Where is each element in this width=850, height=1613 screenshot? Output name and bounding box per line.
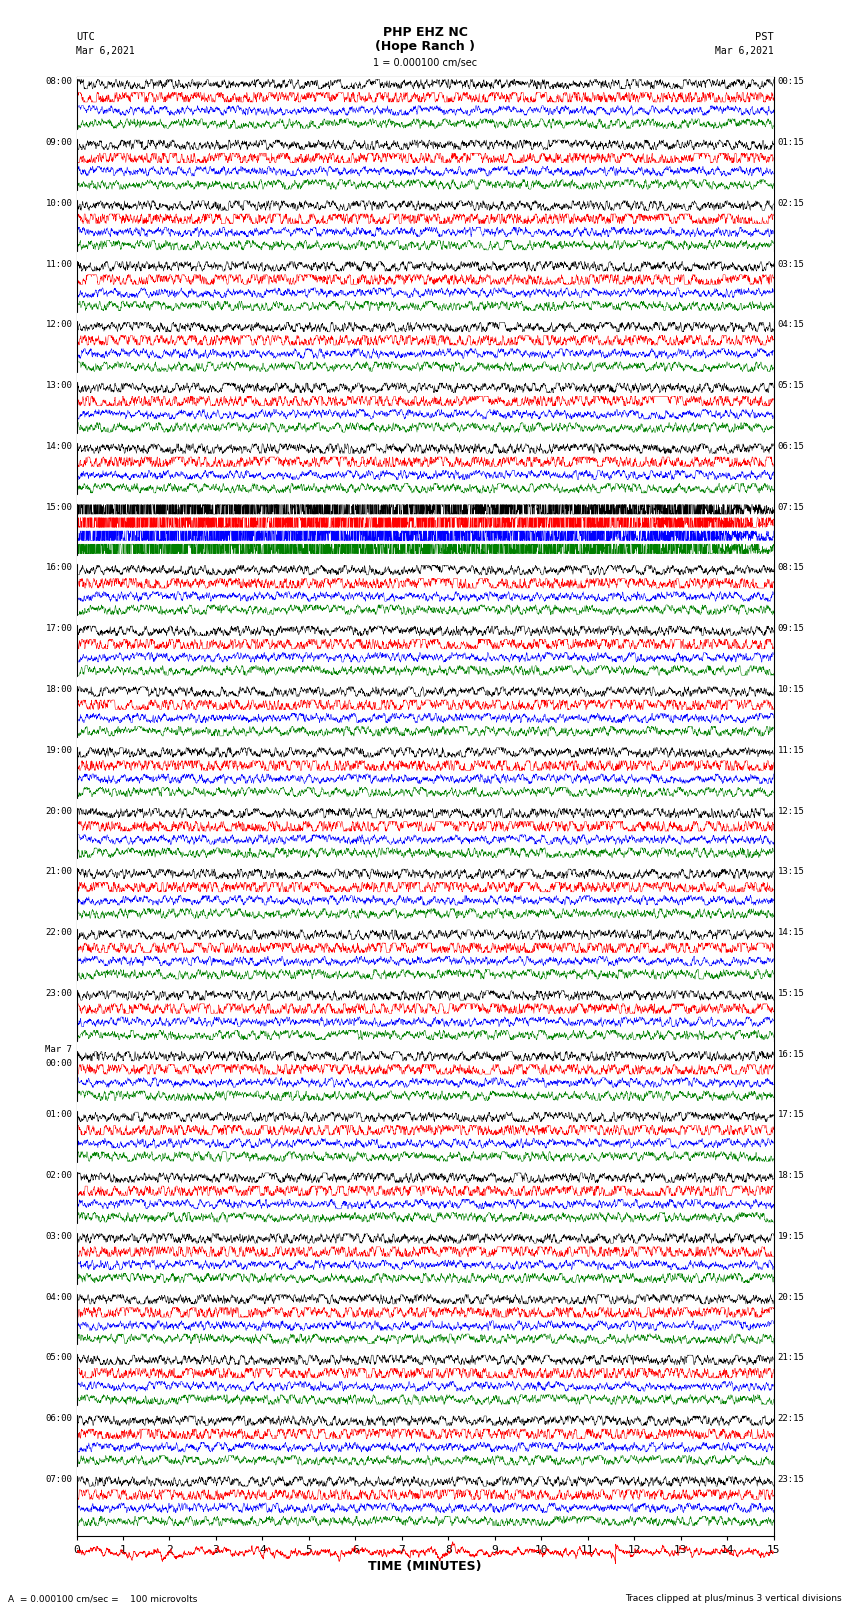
Text: 23:15: 23:15 <box>778 1474 805 1484</box>
Bar <box>76 1163 774 1171</box>
Text: 13:00: 13:00 <box>45 381 72 390</box>
Bar <box>76 434 774 442</box>
Text: 11:15: 11:15 <box>778 745 805 755</box>
Text: 13:15: 13:15 <box>778 868 805 876</box>
Text: Mar 7: Mar 7 <box>45 1045 72 1053</box>
Text: 14:00: 14:00 <box>45 442 72 452</box>
Text: 15:00: 15:00 <box>45 503 72 511</box>
Text: Mar 6,2021: Mar 6,2021 <box>76 47 135 56</box>
Bar <box>76 1102 774 1110</box>
Text: 16:00: 16:00 <box>45 563 72 573</box>
Text: PHP EHZ NC: PHP EHZ NC <box>382 26 468 39</box>
Text: 03:00: 03:00 <box>45 1232 72 1240</box>
Text: 08:00: 08:00 <box>45 77 72 87</box>
Bar <box>76 1407 774 1415</box>
Text: 03:15: 03:15 <box>778 260 805 269</box>
Text: 02:15: 02:15 <box>778 198 805 208</box>
Bar <box>76 860 774 868</box>
Text: 12:00: 12:00 <box>45 321 72 329</box>
Text: 10:00: 10:00 <box>45 198 72 208</box>
Text: UTC: UTC <box>76 32 95 42</box>
Text: 02:00: 02:00 <box>45 1171 72 1181</box>
Text: 12:15: 12:15 <box>778 806 805 816</box>
Text: 09:00: 09:00 <box>45 139 72 147</box>
Bar <box>76 677 774 686</box>
Bar <box>76 1345 774 1353</box>
Text: 22:00: 22:00 <box>45 927 72 937</box>
Text: 05:00: 05:00 <box>45 1353 72 1363</box>
Bar <box>76 919 774 927</box>
Text: A  = 0.000100 cm/sec =    100 microvolts: A = 0.000100 cm/sec = 100 microvolts <box>8 1594 198 1603</box>
Text: 18:15: 18:15 <box>778 1171 805 1181</box>
Bar <box>76 71 774 77</box>
Text: 09:15: 09:15 <box>778 624 805 634</box>
Text: 15:15: 15:15 <box>778 989 805 998</box>
Text: (Hope Ranch ): (Hope Ranch ) <box>375 40 475 53</box>
Text: 04:15: 04:15 <box>778 321 805 329</box>
Bar <box>76 555 774 563</box>
Bar <box>76 131 774 139</box>
Text: 21:00: 21:00 <box>45 868 72 876</box>
Text: 01:15: 01:15 <box>778 139 805 147</box>
Text: 19:15: 19:15 <box>778 1232 805 1240</box>
Text: 20:00: 20:00 <box>45 806 72 816</box>
Text: 10:15: 10:15 <box>778 686 805 694</box>
Text: 19:00: 19:00 <box>45 745 72 755</box>
Bar <box>76 1466 774 1474</box>
Text: 17:15: 17:15 <box>778 1110 805 1119</box>
Text: 22:15: 22:15 <box>778 1415 805 1423</box>
Bar <box>76 190 774 198</box>
Bar <box>76 313 774 321</box>
Bar <box>76 981 774 989</box>
Text: 11:00: 11:00 <box>45 260 72 269</box>
Bar <box>76 252 774 260</box>
Bar <box>76 1042 774 1050</box>
Bar <box>76 737 774 745</box>
Text: 01:00: 01:00 <box>45 1110 72 1119</box>
Bar <box>76 373 774 381</box>
Text: 05:15: 05:15 <box>778 381 805 390</box>
Text: 21:15: 21:15 <box>778 1353 805 1363</box>
Bar <box>76 616 774 624</box>
Text: 14:15: 14:15 <box>778 927 805 937</box>
Text: 00:15: 00:15 <box>778 77 805 87</box>
Text: 08:15: 08:15 <box>778 563 805 573</box>
Bar <box>76 1224 774 1232</box>
Text: 18:00: 18:00 <box>45 686 72 694</box>
Text: 06:15: 06:15 <box>778 442 805 452</box>
Text: 04:00: 04:00 <box>45 1292 72 1302</box>
Bar <box>76 495 774 503</box>
Text: 16:15: 16:15 <box>778 1050 805 1058</box>
Text: 23:00: 23:00 <box>45 989 72 998</box>
Text: Traces clipped at plus/minus 3 vertical divisions: Traces clipped at plus/minus 3 vertical … <box>625 1594 842 1603</box>
Text: Mar 6,2021: Mar 6,2021 <box>715 47 774 56</box>
Text: 00:00: 00:00 <box>45 1060 72 1068</box>
Text: 07:00: 07:00 <box>45 1474 72 1484</box>
Text: 1 = 0.000100 cm/sec: 1 = 0.000100 cm/sec <box>373 58 477 68</box>
Text: 20:15: 20:15 <box>778 1292 805 1302</box>
Text: PST: PST <box>755 32 774 42</box>
Bar <box>76 1284 774 1292</box>
Text: 07:15: 07:15 <box>778 503 805 511</box>
Text: 17:00: 17:00 <box>45 624 72 634</box>
Bar <box>76 798 774 806</box>
X-axis label: TIME (MINUTES): TIME (MINUTES) <box>368 1560 482 1573</box>
Text: 06:00: 06:00 <box>45 1415 72 1423</box>
